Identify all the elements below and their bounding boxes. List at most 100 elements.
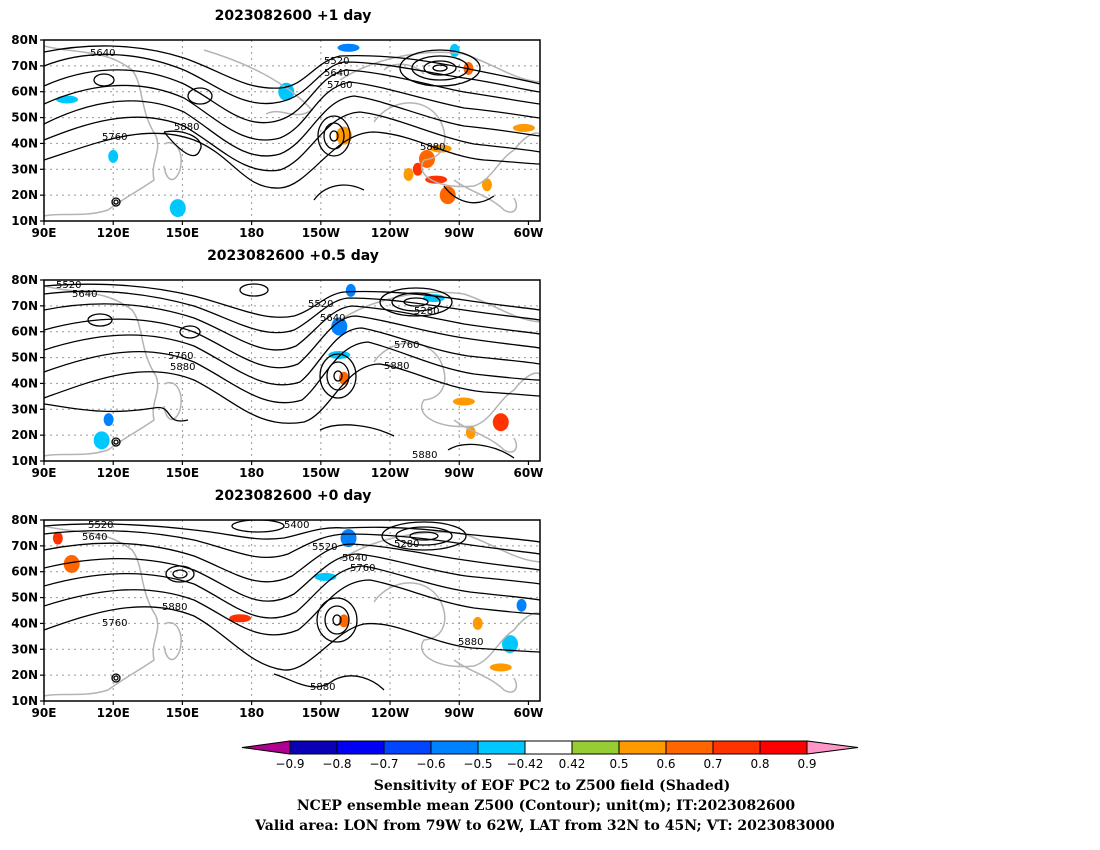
lat-tick-label: 70N <box>11 539 38 553</box>
lat-tick-label: 40N <box>11 136 38 150</box>
sensitivity-blob <box>481 178 492 192</box>
sensitivity-blob <box>337 43 360 52</box>
contour-label: 5880 <box>174 122 199 133</box>
lat-tick-label: 20N <box>11 668 38 682</box>
panel-3-axis-labels: 90E 120E 150E 180 150W 120W 90W 60W 80N 70N 60N 50N… <box>11 513 543 720</box>
lon-tick-label: 150W <box>302 466 340 480</box>
colorbar-tick-label: 0.9 <box>797 757 816 771</box>
panel-1-frame <box>43 39 541 222</box>
contour-label: 5760 <box>327 80 352 91</box>
contour-label: 5640 <box>320 313 345 324</box>
lat-tick-label: 70N <box>11 59 38 73</box>
colorbar-tick-label: 0.42 <box>559 757 586 771</box>
lon-tick-label: 90E <box>32 226 57 240</box>
sensitivity-blob <box>63 554 80 573</box>
lat-tick-label: 70N <box>11 299 38 313</box>
lat-tick-label: 10N <box>11 694 38 708</box>
contour-label: 5760 <box>350 563 375 574</box>
lon-tick-label: 120E <box>97 466 130 480</box>
lat-tick-label: 20N <box>11 188 38 202</box>
colorbar-tick-label: −0.42 <box>507 757 544 771</box>
sensitivity-blob <box>331 317 348 336</box>
lon-tick-label: 90W <box>444 226 474 240</box>
lat-tick-label: 10N <box>11 214 38 228</box>
lon-tick-label: 90E <box>32 706 57 720</box>
caption-line-2: NCEP ensemble mean Z500 (Contour); unit(… <box>297 798 796 814</box>
contour-label: 5880 <box>162 602 187 613</box>
lon-tick-label: 180 <box>239 226 264 240</box>
colorbar-cell <box>289 740 338 755</box>
panel-2-contour-labels: 5520 5640 5520 5640 5280 5760 5880 5760 … <box>56 280 439 461</box>
sensitivity-blob <box>452 397 475 406</box>
colorbar-cell <box>383 740 432 755</box>
colorbar-tick-label: 0.5 <box>609 757 628 771</box>
lat-tick-label: 30N <box>11 402 38 416</box>
colorbar-cell <box>665 740 714 755</box>
colorbar-left-arrow <box>241 740 291 755</box>
sensitivity-blob <box>52 531 63 545</box>
colorbar-tick-label: 0.6 <box>656 757 675 771</box>
contour-label: 5640 <box>90 48 115 59</box>
contour-label: 5280 <box>394 539 419 550</box>
lon-tick-label: 120W <box>371 706 409 720</box>
contour-label: 5880 <box>384 361 409 372</box>
sensitivity-blob <box>93 431 110 450</box>
lat-tick-label: 40N <box>11 616 38 630</box>
lat-tick-label: 80N <box>11 33 38 47</box>
colorbar-tick-label: −0.7 <box>369 757 398 771</box>
colorbar-cell <box>759 740 808 755</box>
colorbar-cell <box>336 740 385 755</box>
lat-tick-label: 50N <box>11 591 38 605</box>
sensitivity-colorbar: −0.9 −0.8 −0.7 −0.6 −0.5 −0.42 0.42 0.5 0.6 0.7 0.… <box>241 740 859 771</box>
contour-label: 5880 <box>420 142 445 153</box>
sensitivity-blob <box>412 162 423 176</box>
colorbar-tick-label: 0.8 <box>750 757 769 771</box>
lon-tick-label: 90W <box>444 706 474 720</box>
lon-tick-label: 180 <box>239 706 264 720</box>
colorbar-tick-label: −0.8 <box>322 757 351 771</box>
panel-3-contour-labels: 5520 5640 5400 5520 5640 5280 5760 5880 … <box>82 520 483 693</box>
sensitivity-blob <box>229 614 252 623</box>
contour-label: 5520 <box>56 280 81 291</box>
colorbar-tick-label: 0.7 <box>703 757 722 771</box>
lon-tick-label: 90W <box>444 466 474 480</box>
sensitivity-blob <box>472 616 483 630</box>
sensitivity-blob <box>425 175 448 184</box>
panel-1-axis-labels: 90E 120E 150E 180 150W 120W 90W 60W 80N 70N 60N 50N… <box>11 33 543 240</box>
panel-2-z500-contours <box>44 283 540 459</box>
sensitivity-blob <box>56 95 79 104</box>
contour-label: 5400 <box>284 520 309 531</box>
lat-tick-label: 80N <box>11 273 38 287</box>
lat-tick-label: 30N <box>11 162 38 176</box>
colorbar-cell <box>712 740 761 755</box>
colorbar-cell <box>430 740 479 755</box>
lon-tick-label: 60W <box>513 706 543 720</box>
lon-tick-label: 180 <box>239 466 264 480</box>
lat-tick-label: 10N <box>11 454 38 468</box>
sensitivity-blob <box>403 167 414 181</box>
lat-tick-label: 40N <box>11 376 38 390</box>
panel-2-frame <box>43 279 541 462</box>
lon-tick-label: 150E <box>166 706 199 720</box>
panel-3-z500-contours <box>44 520 540 691</box>
sensitivity-blob <box>103 413 114 427</box>
sensitivity-blob <box>338 614 349 628</box>
panel-3-grid <box>44 520 540 701</box>
contour-label: 5880 <box>412 450 437 461</box>
contour-label: 5640 <box>324 68 349 79</box>
sensitivity-blob <box>502 635 519 654</box>
lon-tick-label: 90E <box>32 466 57 480</box>
panel-3-frame <box>43 519 541 702</box>
lon-tick-label: 60W <box>513 466 543 480</box>
lon-tick-label: 150E <box>166 226 199 240</box>
sensitivity-blob <box>345 283 356 297</box>
lat-tick-label: 50N <box>11 351 38 365</box>
panel-3-map: 5520 5640 5400 5520 5640 5280 5760 5880 … <box>11 513 543 720</box>
colorbar-right-arrow <box>806 740 859 755</box>
sensitivity-blob <box>492 413 509 432</box>
contour-label: 5520 <box>324 56 349 67</box>
panel-1-z500-contours <box>44 45 540 207</box>
contour-label: 5880 <box>310 682 335 693</box>
contour-label: 5520 <box>312 542 337 553</box>
caption-line-3: Valid area: LON from 79W to 62W, LAT fro… <box>254 818 835 834</box>
